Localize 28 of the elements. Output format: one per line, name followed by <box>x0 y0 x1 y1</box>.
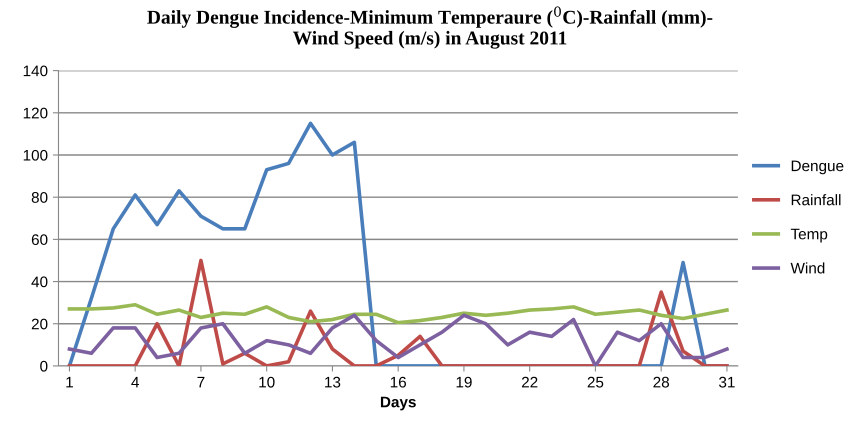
line-series <box>68 314 729 366</box>
y-tick-label: 100 <box>24 150 48 161</box>
y-tick-label: 20 <box>32 318 48 330</box>
x-tick-label: 28 <box>653 376 670 388</box>
line-series <box>68 258 729 366</box>
legend-label: Rainfall <box>792 194 840 206</box>
legend-label: Temp <box>790 228 828 242</box>
legend-label: Dengue <box>792 160 844 174</box>
x-tick-label: 31 <box>719 376 735 388</box>
x-tick-label: 1 <box>66 376 73 388</box>
legend-label: Wind <box>790 262 824 274</box>
line-series <box>68 302 729 324</box>
x-tick-label: 4 <box>131 376 139 388</box>
x-tick-label: 10 <box>259 376 275 388</box>
x-tick-label: 13 <box>325 376 340 388</box>
x-tick-label: 16 <box>390 376 406 388</box>
x-tick-label: 25 <box>588 376 604 388</box>
x-tick-label: 19 <box>456 376 472 388</box>
y-tick-label: 80 <box>32 192 48 203</box>
x-tick-label: 22 <box>522 376 538 388</box>
y-tick-label: 60 <box>32 234 48 246</box>
chart-title: Daily Dengue Incidence-Minimum Temperaure ($^{0}$C)-Rainfall (mm)- Wind Speed (m/s) in August 2011 <box>147 6 712 49</box>
y-tick-label: 120 <box>24 108 48 118</box>
y-tick-label: 40 <box>31 276 48 288</box>
x-axis-title: Days <box>380 396 416 410</box>
y-tick-label: 0 <box>40 360 48 372</box>
x-tick-label: 7 <box>197 376 204 388</box>
y-tick-label: 140 <box>24 65 48 76</box>
